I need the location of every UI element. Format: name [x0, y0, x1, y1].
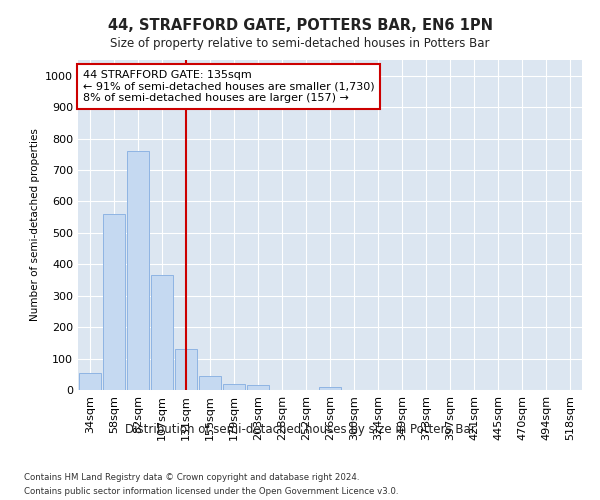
- Text: Contains HM Land Registry data © Crown copyright and database right 2024.: Contains HM Land Registry data © Crown c…: [24, 472, 359, 482]
- Bar: [79, 372, 101, 390]
- Bar: [127, 151, 149, 390]
- Bar: [175, 349, 197, 390]
- Bar: [319, 387, 341, 390]
- Bar: [247, 386, 269, 390]
- Text: 44, STRAFFORD GATE, POTTERS BAR, EN6 1PN: 44, STRAFFORD GATE, POTTERS BAR, EN6 1PN: [107, 18, 493, 32]
- Bar: [199, 376, 221, 390]
- Text: Distribution of semi-detached houses by size in Potters Bar: Distribution of semi-detached houses by …: [125, 422, 475, 436]
- Bar: [103, 214, 125, 390]
- Text: Size of property relative to semi-detached houses in Potters Bar: Size of property relative to semi-detach…: [110, 38, 490, 51]
- Y-axis label: Number of semi-detached properties: Number of semi-detached properties: [29, 128, 40, 322]
- Text: 44 STRAFFORD GATE: 135sqm
← 91% of semi-detached houses are smaller (1,730)
8% o: 44 STRAFFORD GATE: 135sqm ← 91% of semi-…: [83, 70, 374, 103]
- Bar: [151, 276, 173, 390]
- Text: Contains public sector information licensed under the Open Government Licence v3: Contains public sector information licen…: [24, 488, 398, 496]
- Bar: [223, 384, 245, 390]
